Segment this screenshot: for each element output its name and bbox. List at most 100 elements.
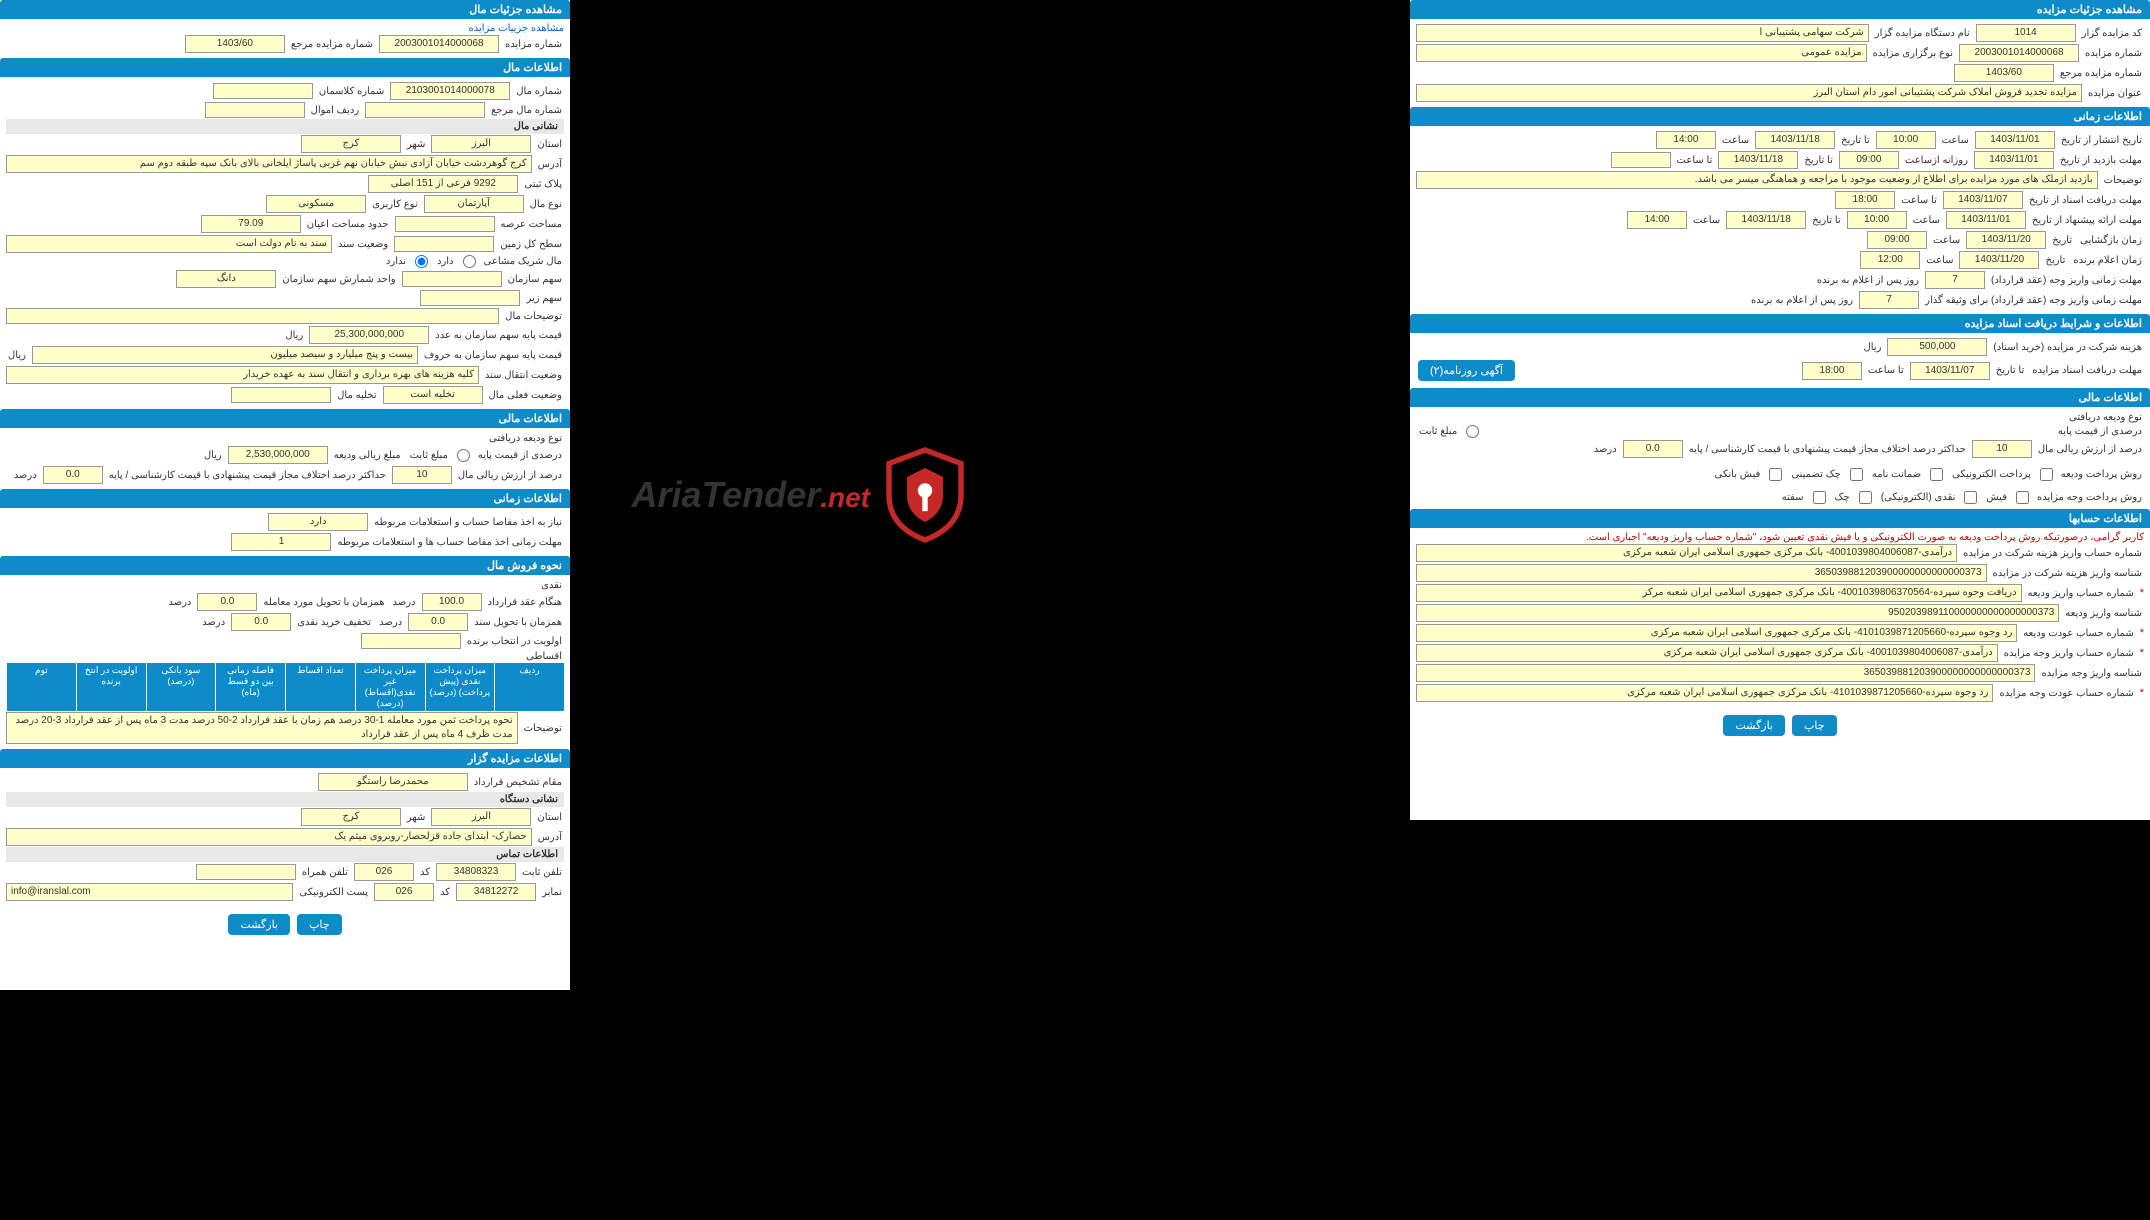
org-field: شرکت سهامی پشتیبانی ا bbox=[1416, 24, 1869, 42]
acc2: دریافت وجوه سپرده-4001039806370564- بانک… bbox=[1416, 584, 2022, 602]
province-label: استان bbox=[535, 139, 564, 150]
logo-text: AriaTender.net bbox=[632, 474, 871, 516]
use-label: نوع کاربری bbox=[370, 199, 419, 210]
vacate bbox=[231, 387, 331, 403]
contact-label: مقام تشخیص قرارداد bbox=[472, 777, 564, 788]
lsec1-header: مشاهده جزئیات مال bbox=[0, 0, 570, 19]
acc1: درآمدی-4001039804006087- بانک مرکزی جمهو… bbox=[1416, 544, 1957, 562]
hasnot-radio[interactable] bbox=[415, 255, 428, 268]
col0: ردیف bbox=[494, 663, 564, 711]
lsec3-header: اطلاعات مالی bbox=[0, 409, 570, 428]
sec4-header: اطلاعات مالی bbox=[1410, 388, 2150, 407]
acc5: رد وجوه سپرده-4101039871205660- بانک مرک… bbox=[1416, 684, 1993, 702]
note-label: توضیحات bbox=[522, 723, 564, 734]
print-button-left[interactable]: چاپ bbox=[297, 914, 342, 935]
phone-label: تلفن ثابت bbox=[520, 867, 564, 878]
ap3-check[interactable] bbox=[1859, 491, 1872, 504]
class-label: شماره کلاسمان bbox=[317, 86, 386, 97]
city2: کرج bbox=[301, 808, 401, 826]
auction-details-panel: مشاهده جزئیات مزایده کد مزایده گزار 1014… bbox=[1410, 0, 2150, 820]
base-words: بیست و پنج میلیارد و سیصد میلیون bbox=[32, 346, 418, 364]
doc-date2: 1403/11/07 bbox=[1910, 362, 1990, 380]
deadline: 1 bbox=[231, 533, 331, 551]
desc-label2: توضیحات مال bbox=[503, 311, 564, 322]
acc4: درآمدی-4001039804006087- بانک مرکزی جمهو… bbox=[1416, 644, 1998, 662]
has: دارد bbox=[434, 256, 457, 267]
ldiff: 0.0 bbox=[43, 466, 103, 484]
pm4: فیش بانکی bbox=[1712, 469, 1764, 480]
address2: حصارک- ابتدای جاده قزلحصار-روبروی میثم ی… bbox=[6, 828, 532, 846]
pub-from: 1403/11/01 bbox=[1975, 131, 2055, 149]
lfixed: مبلغ ثابت bbox=[407, 450, 451, 461]
back-button-right[interactable]: بازگشت bbox=[1723, 715, 1785, 736]
newspaper-ad-button[interactable]: آگهی روزنامه(۲) bbox=[1418, 360, 1515, 381]
todate3: تا تاریخ bbox=[1810, 215, 1843, 226]
current: تخلیه است bbox=[383, 386, 483, 404]
ap4-check[interactable] bbox=[1813, 491, 1826, 504]
logo-tender: Tender bbox=[702, 474, 821, 515]
mal-ref bbox=[365, 102, 485, 118]
sec2-body: تاریخ انتشار از تاریخ 1403/11/01 ساعت 10… bbox=[1410, 126, 2150, 314]
print-button-right[interactable]: چاپ bbox=[1792, 715, 1837, 736]
todate4: تا تاریخ bbox=[1994, 365, 2027, 376]
darsad4: درصد bbox=[377, 617, 404, 628]
floor-label: سطح کل زمین bbox=[498, 239, 564, 250]
col7: توم bbox=[6, 663, 76, 711]
col4: فاصله زمانی بین دو قسط (ماه) bbox=[215, 663, 285, 711]
org-share bbox=[402, 271, 502, 287]
deposit-deadline-label: مهلت زمانی واریز وجه (عقد قرارداد) برای … bbox=[1923, 295, 2144, 306]
rial1: ریال bbox=[1861, 342, 1883, 353]
ap2-check[interactable] bbox=[1964, 491, 1977, 504]
row-field bbox=[205, 102, 305, 118]
view-auction-link[interactable]: مشاهده جزییات مزایده bbox=[6, 23, 564, 34]
fixed-amount-radio[interactable] bbox=[1466, 425, 1479, 438]
priority-label: اولویت در انتخاب برنده bbox=[465, 636, 564, 647]
code-label3: کد bbox=[438, 887, 452, 898]
lref-label: شماره مزایده مرجع bbox=[289, 39, 375, 50]
plate: 9292 فرعی از 151 اصلی bbox=[368, 175, 518, 193]
city: کرج bbox=[301, 135, 401, 153]
pm4-check[interactable] bbox=[1769, 468, 1782, 481]
sec5-header: اطلاعات حسابها bbox=[1410, 509, 2150, 528]
saat3: ساعت bbox=[1911, 215, 1942, 226]
subject-label: عنوان مزایده bbox=[2086, 88, 2144, 99]
sec1-header: مشاهده جزئیات مزایده bbox=[1410, 0, 2150, 19]
num-label: شماره مزایده bbox=[2083, 48, 2144, 59]
darsad5: درصد bbox=[200, 617, 227, 628]
lsec4-body: نیاز به اخذ مفاصا حساب و استعلامات مربوط… bbox=[0, 508, 570, 556]
lfixed-radio[interactable] bbox=[457, 449, 470, 462]
base-pct-label: درصدی از قیمت پایه bbox=[2056, 426, 2144, 437]
offer-label: مهلت ارائه پیشنهاد از تاریخ bbox=[2030, 215, 2144, 226]
winner-tarikh: تاریخ bbox=[2043, 255, 2067, 266]
province: البرز bbox=[431, 135, 531, 153]
pm1-check[interactable] bbox=[2040, 468, 2053, 481]
pay-after1: روز پس از اعلام به برنده bbox=[1815, 275, 1921, 286]
sub-share bbox=[420, 290, 520, 306]
ldiff-label: حداکثر درصد اختلاف مجاز قیمت پیشنهادی با… bbox=[107, 470, 388, 481]
ap1-check[interactable] bbox=[2016, 491, 2029, 504]
fax: 34812272 bbox=[456, 883, 536, 901]
open-tarikh: تاریخ bbox=[2050, 235, 2074, 246]
has-radio[interactable] bbox=[463, 255, 476, 268]
star2: * bbox=[2140, 627, 2144, 639]
saat6: ساعت bbox=[1924, 255, 1955, 266]
org-share-label: سهم سازمان bbox=[506, 274, 564, 285]
area-label: مساحت عرصه bbox=[499, 219, 564, 230]
col5: سود بانکی (درصد) bbox=[146, 663, 216, 711]
installment-table-header: ردیف میزان پرداخت نقدی (پیش پرداخت) (درص… bbox=[6, 663, 564, 711]
pm2-check[interactable] bbox=[1930, 468, 1943, 481]
vacate-label: تخلیه مال bbox=[335, 390, 378, 401]
id1-label: شناسه واریز هزینه شرکت در مزایده bbox=[1991, 568, 2144, 579]
ap4: سفته bbox=[1779, 492, 1807, 503]
mobile-label: تلفن همراه bbox=[300, 867, 350, 878]
pm3-check[interactable] bbox=[1850, 468, 1863, 481]
lsec2-header: اطلاعات مال bbox=[0, 58, 570, 77]
rial3: ریال bbox=[6, 350, 28, 361]
back-button-left[interactable]: بازگشت bbox=[228, 914, 290, 935]
visit-from: 1403/11/01 bbox=[1974, 151, 2054, 169]
doc-label: مهلت دریافت اسناد از تاریخ bbox=[2027, 195, 2144, 206]
doc-time2: 18:00 bbox=[1802, 362, 1862, 380]
contact: محمدرضا راستگو bbox=[318, 773, 468, 791]
contact-title: اطلاعات تماس bbox=[6, 847, 564, 862]
diff-label: حداکثر درصد اختلاف مجاز قیمت پیشنهادی با… bbox=[1687, 444, 1968, 455]
